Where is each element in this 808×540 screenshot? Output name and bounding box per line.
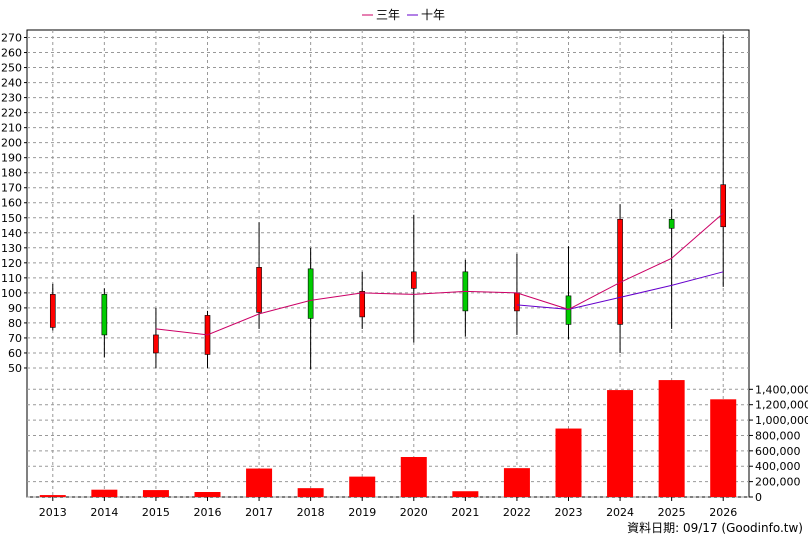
price-tick-label: 220 [1,107,22,120]
volume-tick-label: 0 [755,491,762,504]
x-axis: 2013 2014 2015 2016 2017 2018 2019 2020 2021 2022… [39,497,737,519]
plot-frame [26,29,750,498]
volume-bar-2022 [503,468,530,497]
x-tick-label: 2016 [194,506,222,519]
x-tick-label: 2020 [400,506,428,519]
volume-tick-label: 400,000 [755,460,801,473]
price-tick-label: 60 [8,347,22,360]
price-tick-label: 190 [1,152,22,165]
price-tick-label: 180 [1,167,22,180]
candle-body-2020 [410,271,417,289]
candlesticks [49,34,727,370]
legend-label-ma3: 三年 [376,8,400,22]
candle-body-2013 [49,294,56,328]
x-tick-label: 2024 [606,506,634,519]
x-tick-label: 2017 [245,506,273,519]
price-tick-label: 200 [1,137,22,150]
candle-body-2025 [668,218,675,229]
price-tick-label: 50 [8,362,22,375]
price-tick-label: 130 [1,242,22,255]
volume-tick-label: 1,000,000 [755,414,808,427]
candle-body-2019 [359,291,366,318]
volume-bar-2014 [91,489,118,497]
x-tick-label: 2023 [555,506,583,519]
legend-label-ma10: 十年 [421,8,445,22]
footer-source: 資料日期: 09/17 (Goodinfo.tw) [627,521,803,535]
x-tick-label: 2015 [142,506,170,519]
volume-bar-2016 [194,492,221,497]
price-tick-label: 150 [1,212,22,225]
price-tick-label: 230 [1,92,22,105]
volume-bar-2020 [400,457,427,497]
price-tick-label: 210 [1,122,22,135]
moving-average-lines [155,212,724,336]
candle-body-2014 [101,294,108,336]
price-tick-label: 70 [8,332,22,345]
price-tick-label: 250 [1,62,22,75]
volume-bar-2013 [39,495,66,497]
volume-tick-label: 600,000 [755,445,801,458]
volume-bar-2015 [142,490,169,497]
volume-bar-2017 [246,468,273,497]
price-tick-label: 110 [1,272,22,285]
price-tick-label: 100 [1,287,22,300]
price-tick-label: 240 [1,77,22,90]
volume-tick-label: 200,000 [755,476,801,489]
volume-tick-label: 800,000 [755,429,801,442]
price-tick-label: 270 [1,32,22,45]
x-tick-label: 2021 [451,506,479,519]
volume-axis: 0 200,000 400,000 600,000 800,000 1,000,000 1,… [749,383,808,504]
candle-body-2015 [153,334,159,354]
volume-tick-label: 1,400,000 [755,383,808,396]
candle-body-2026 [720,184,727,228]
candle-body-2018 [307,268,314,319]
price-tick-label: 90 [8,302,22,315]
ma3-line [155,212,724,336]
x-tick-label: 2018 [297,506,325,519]
price-tick-label: 140 [1,227,22,240]
price-tick-label: 160 [1,197,22,210]
volume-bar-2019 [349,476,376,497]
volume-bar-2018 [297,488,324,497]
volume-tick-label: 1,200,000 [755,399,808,412]
x-tick-label: 2013 [39,506,67,519]
price-tick-label: 80 [8,317,22,330]
volume-bar-2021 [452,491,479,497]
price-tick-label: 170 [1,182,22,195]
volume-bar-2023 [555,428,582,497]
volume-bar-2026 [710,399,737,497]
x-tick-label: 2026 [709,506,737,519]
volume-bars [39,380,737,497]
x-tick-label: 2014 [90,506,118,519]
x-tick-label: 2019 [348,506,376,519]
price-axis: 50 60 70 80 90 100 110 120 130 140 150 160 170 180 190… [1,32,27,375]
ma10-line [516,271,724,310]
price-tick-label: 260 [1,47,22,60]
volume-bar-2024 [607,390,634,497]
x-tick-label: 2022 [503,506,531,519]
legend: 三年 十年 [362,8,445,22]
candle-body-2017 [256,267,262,313]
candle-body-2022 [514,292,520,312]
candle-body-2023 [565,295,572,325]
x-tick-label: 2025 [658,506,686,519]
volume-bar-2025 [658,380,685,497]
grid [27,30,749,498]
candle-body-2024 [617,218,623,325]
price-tick-label: 120 [1,257,22,270]
